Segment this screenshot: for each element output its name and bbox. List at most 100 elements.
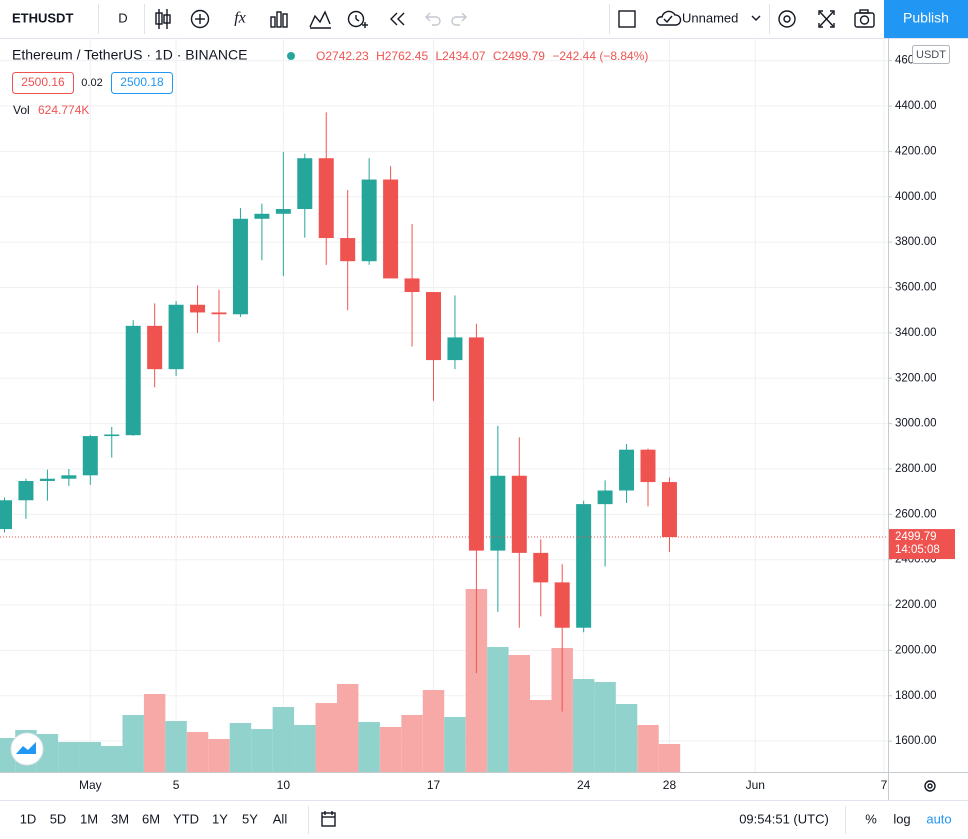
range-button[interactable]: 6M [142,811,160,826]
candle-body [104,434,120,437]
volume-bar [401,714,423,772]
go-to-date-icon[interactable] [321,811,336,827]
change: −242.44 (−8.84%) [552,49,648,63]
volume-bar [444,717,466,772]
x-tick-label: 5 [173,778,180,792]
layout-name[interactable]: Unnamed [682,10,738,25]
currency[interactable]: USDT [916,49,946,61]
currency-badge[interactable] [912,45,950,64]
candle-body [168,304,184,370]
log-toggle[interactable]: log [893,811,910,826]
market-status-dot [287,52,295,60]
candle-body [211,312,227,315]
y-tick-label: 1600.00 [895,735,937,747]
legend-title: Ethereum / TetherUS · 1D · BINANCE [12,47,247,63]
undo-icon[interactable] [425,12,441,26]
sell-price[interactable]: 2500.16 [21,75,65,89]
range-button[interactable]: 5D [50,811,67,826]
fullscreen-icon[interactable] [818,10,835,28]
volume-bar [615,704,638,772]
volume-bar [487,646,509,772]
candle-body [340,238,356,262]
publish-button[interactable] [884,0,968,38]
y-tick-label: 3800.00 [895,236,937,248]
grid [0,38,888,772]
last-price-badge [889,529,955,560]
candle-body [297,158,313,210]
y-tick-label: 3000.00 [895,418,937,430]
templates-icon[interactable] [270,11,288,28]
y-tick-label: 4400.00 [895,100,937,112]
y-tick-label: 2600.00 [895,508,937,520]
candle-body [61,475,77,479]
volume-bar [315,703,337,772]
range-button[interactable]: 3M [111,811,129,826]
financials-icon[interactable] [309,10,331,29]
candle-body [254,213,270,219]
alert-icon[interactable] [347,10,369,29]
candle-body [0,500,12,530]
candle-body [361,179,377,262]
buy-button[interactable] [111,72,173,94]
volume-bar [186,732,209,772]
candle-body [533,552,549,583]
candle-body [640,449,656,483]
spread: 0.02 [81,77,102,89]
volume-legend-label: Vol [13,103,30,117]
volume-bar [229,723,252,772]
volume-bar [530,700,552,772]
cloud-icon[interactable] [656,10,682,26]
layout-icon[interactable] [618,10,636,28]
interval[interactable]: D [118,10,127,25]
percent-toggle[interactable]: % [865,811,877,826]
layout-menu-chevron[interactable] [751,15,761,21]
volume-bar [272,707,295,772]
volume-bar [101,746,123,772]
volume-bar [143,694,166,772]
sell-button[interactable] [12,72,74,94]
range-button[interactable]: 1D [20,811,37,826]
volume-bar [379,727,402,772]
volume-bar [465,589,488,772]
range-button[interactable]: YTD [173,811,199,826]
y-tick-label: 2800.00 [895,463,937,475]
axis-settings-icon[interactable] [924,780,936,792]
indicators-icon[interactable]: fx [234,10,246,27]
volume-bar [422,690,445,772]
logo[interactable] [10,732,44,766]
buy-price[interactable]: 2500.18 [120,75,164,89]
clock[interactable]: 09:54:51 (UTC) [739,811,829,826]
volume-bar [508,655,531,772]
auto-toggle[interactable]: auto [926,811,951,826]
candle-type-icon[interactable] [155,9,171,29]
range-button[interactable]: 1Y [212,811,228,826]
last-price-label: 2499.79 [895,531,937,543]
open-prefix: O [316,49,325,63]
countdown-label: 14:05:08 [895,544,940,556]
range-button[interactable]: 5Y [242,811,258,826]
symbol[interactable]: ETHUSDT [12,10,73,25]
replay-icon[interactable] [390,12,405,26]
range-button[interactable]: All [273,811,288,826]
candle-body [619,449,635,491]
settings-icon[interactable] [778,10,796,28]
top-toolbar [0,0,968,38]
candle-body [147,325,163,370]
x-tick-label: 10 [277,778,291,792]
candle-body [426,292,441,361]
volume-bars [0,589,681,772]
range-button[interactable]: 1M [80,811,98,826]
y-tick-label: 2000.00 [895,644,937,656]
volume-bar [122,714,144,772]
volume-bar [358,721,380,772]
snapshot-icon[interactable] [854,9,875,28]
compare-icon[interactable] [190,9,210,29]
open-value: 2742.23 [325,49,369,63]
low-prefix: L [435,49,442,63]
ohlc-legend: O2742.23 H2762.45 L2434.07 C2499.79 −242… [316,49,648,63]
volume-bar [572,678,595,772]
redo-icon[interactable] [451,12,467,26]
volume-bar [658,743,681,772]
publish-label[interactable]: Publish [903,10,949,26]
candle-body [404,278,420,293]
